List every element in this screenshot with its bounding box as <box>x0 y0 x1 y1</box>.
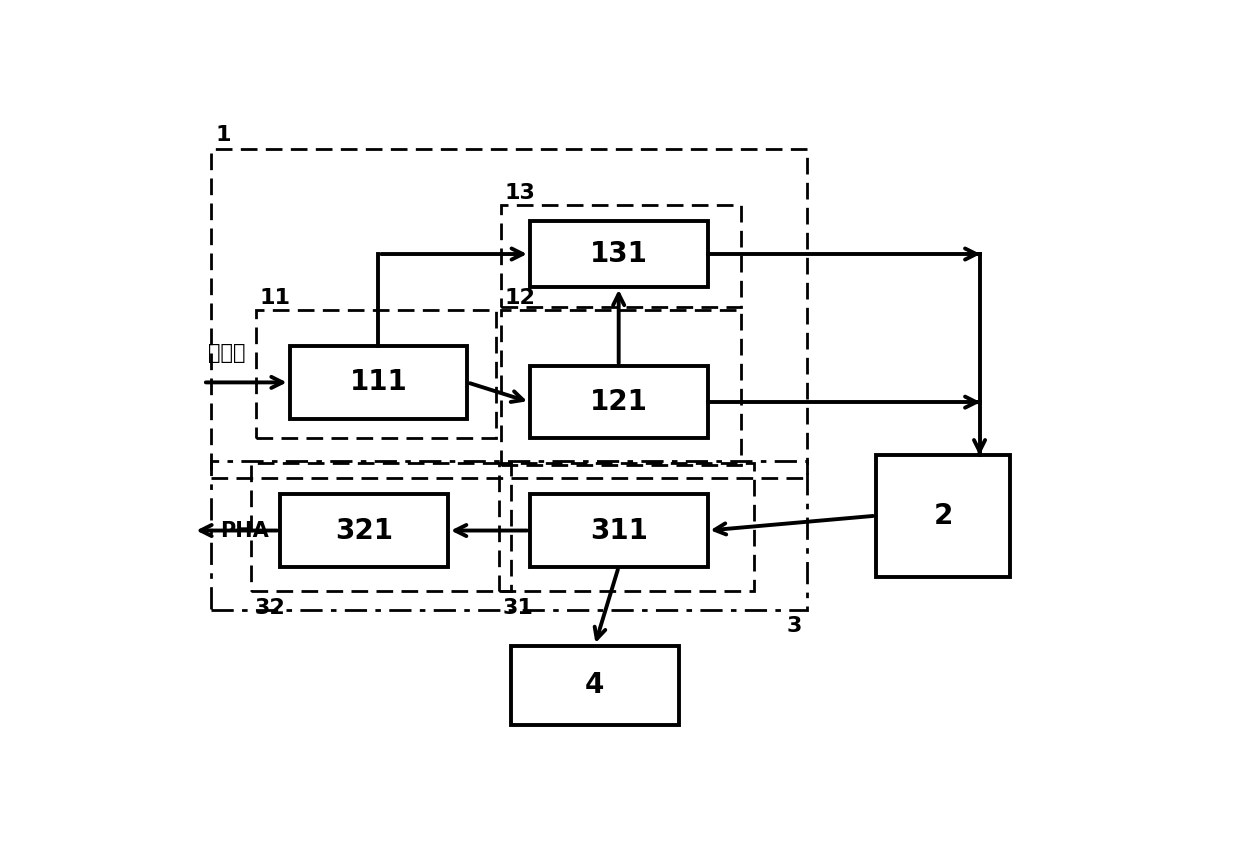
Bar <box>255 310 496 439</box>
Bar <box>211 462 806 610</box>
Bar <box>529 494 708 567</box>
Text: PHA: PHA <box>219 521 268 540</box>
Text: 32: 32 <box>255 598 285 617</box>
Text: 321: 321 <box>335 516 393 545</box>
Text: 发酵液: 发酵液 <box>208 343 246 363</box>
Bar <box>511 646 678 725</box>
Bar <box>290 346 467 419</box>
Text: 111: 111 <box>350 369 407 397</box>
Text: 11: 11 <box>259 288 290 308</box>
Text: 4: 4 <box>585 671 604 699</box>
Bar <box>280 494 448 567</box>
Bar <box>529 366 708 439</box>
Text: 13: 13 <box>505 183 536 203</box>
Text: 131: 131 <box>590 240 647 268</box>
Bar <box>211 149 806 478</box>
Text: 1: 1 <box>216 126 231 145</box>
Text: 3: 3 <box>786 616 802 636</box>
Text: 2: 2 <box>934 502 952 530</box>
Text: 311: 311 <box>590 516 647 545</box>
Bar <box>875 455 1011 576</box>
Text: 12: 12 <box>505 288 536 308</box>
Text: 31: 31 <box>503 598 533 617</box>
Bar <box>501 204 742 307</box>
Bar <box>498 463 754 591</box>
Bar <box>529 221 708 287</box>
Bar <box>501 310 742 465</box>
Bar <box>250 463 511 591</box>
Text: 121: 121 <box>590 388 647 416</box>
